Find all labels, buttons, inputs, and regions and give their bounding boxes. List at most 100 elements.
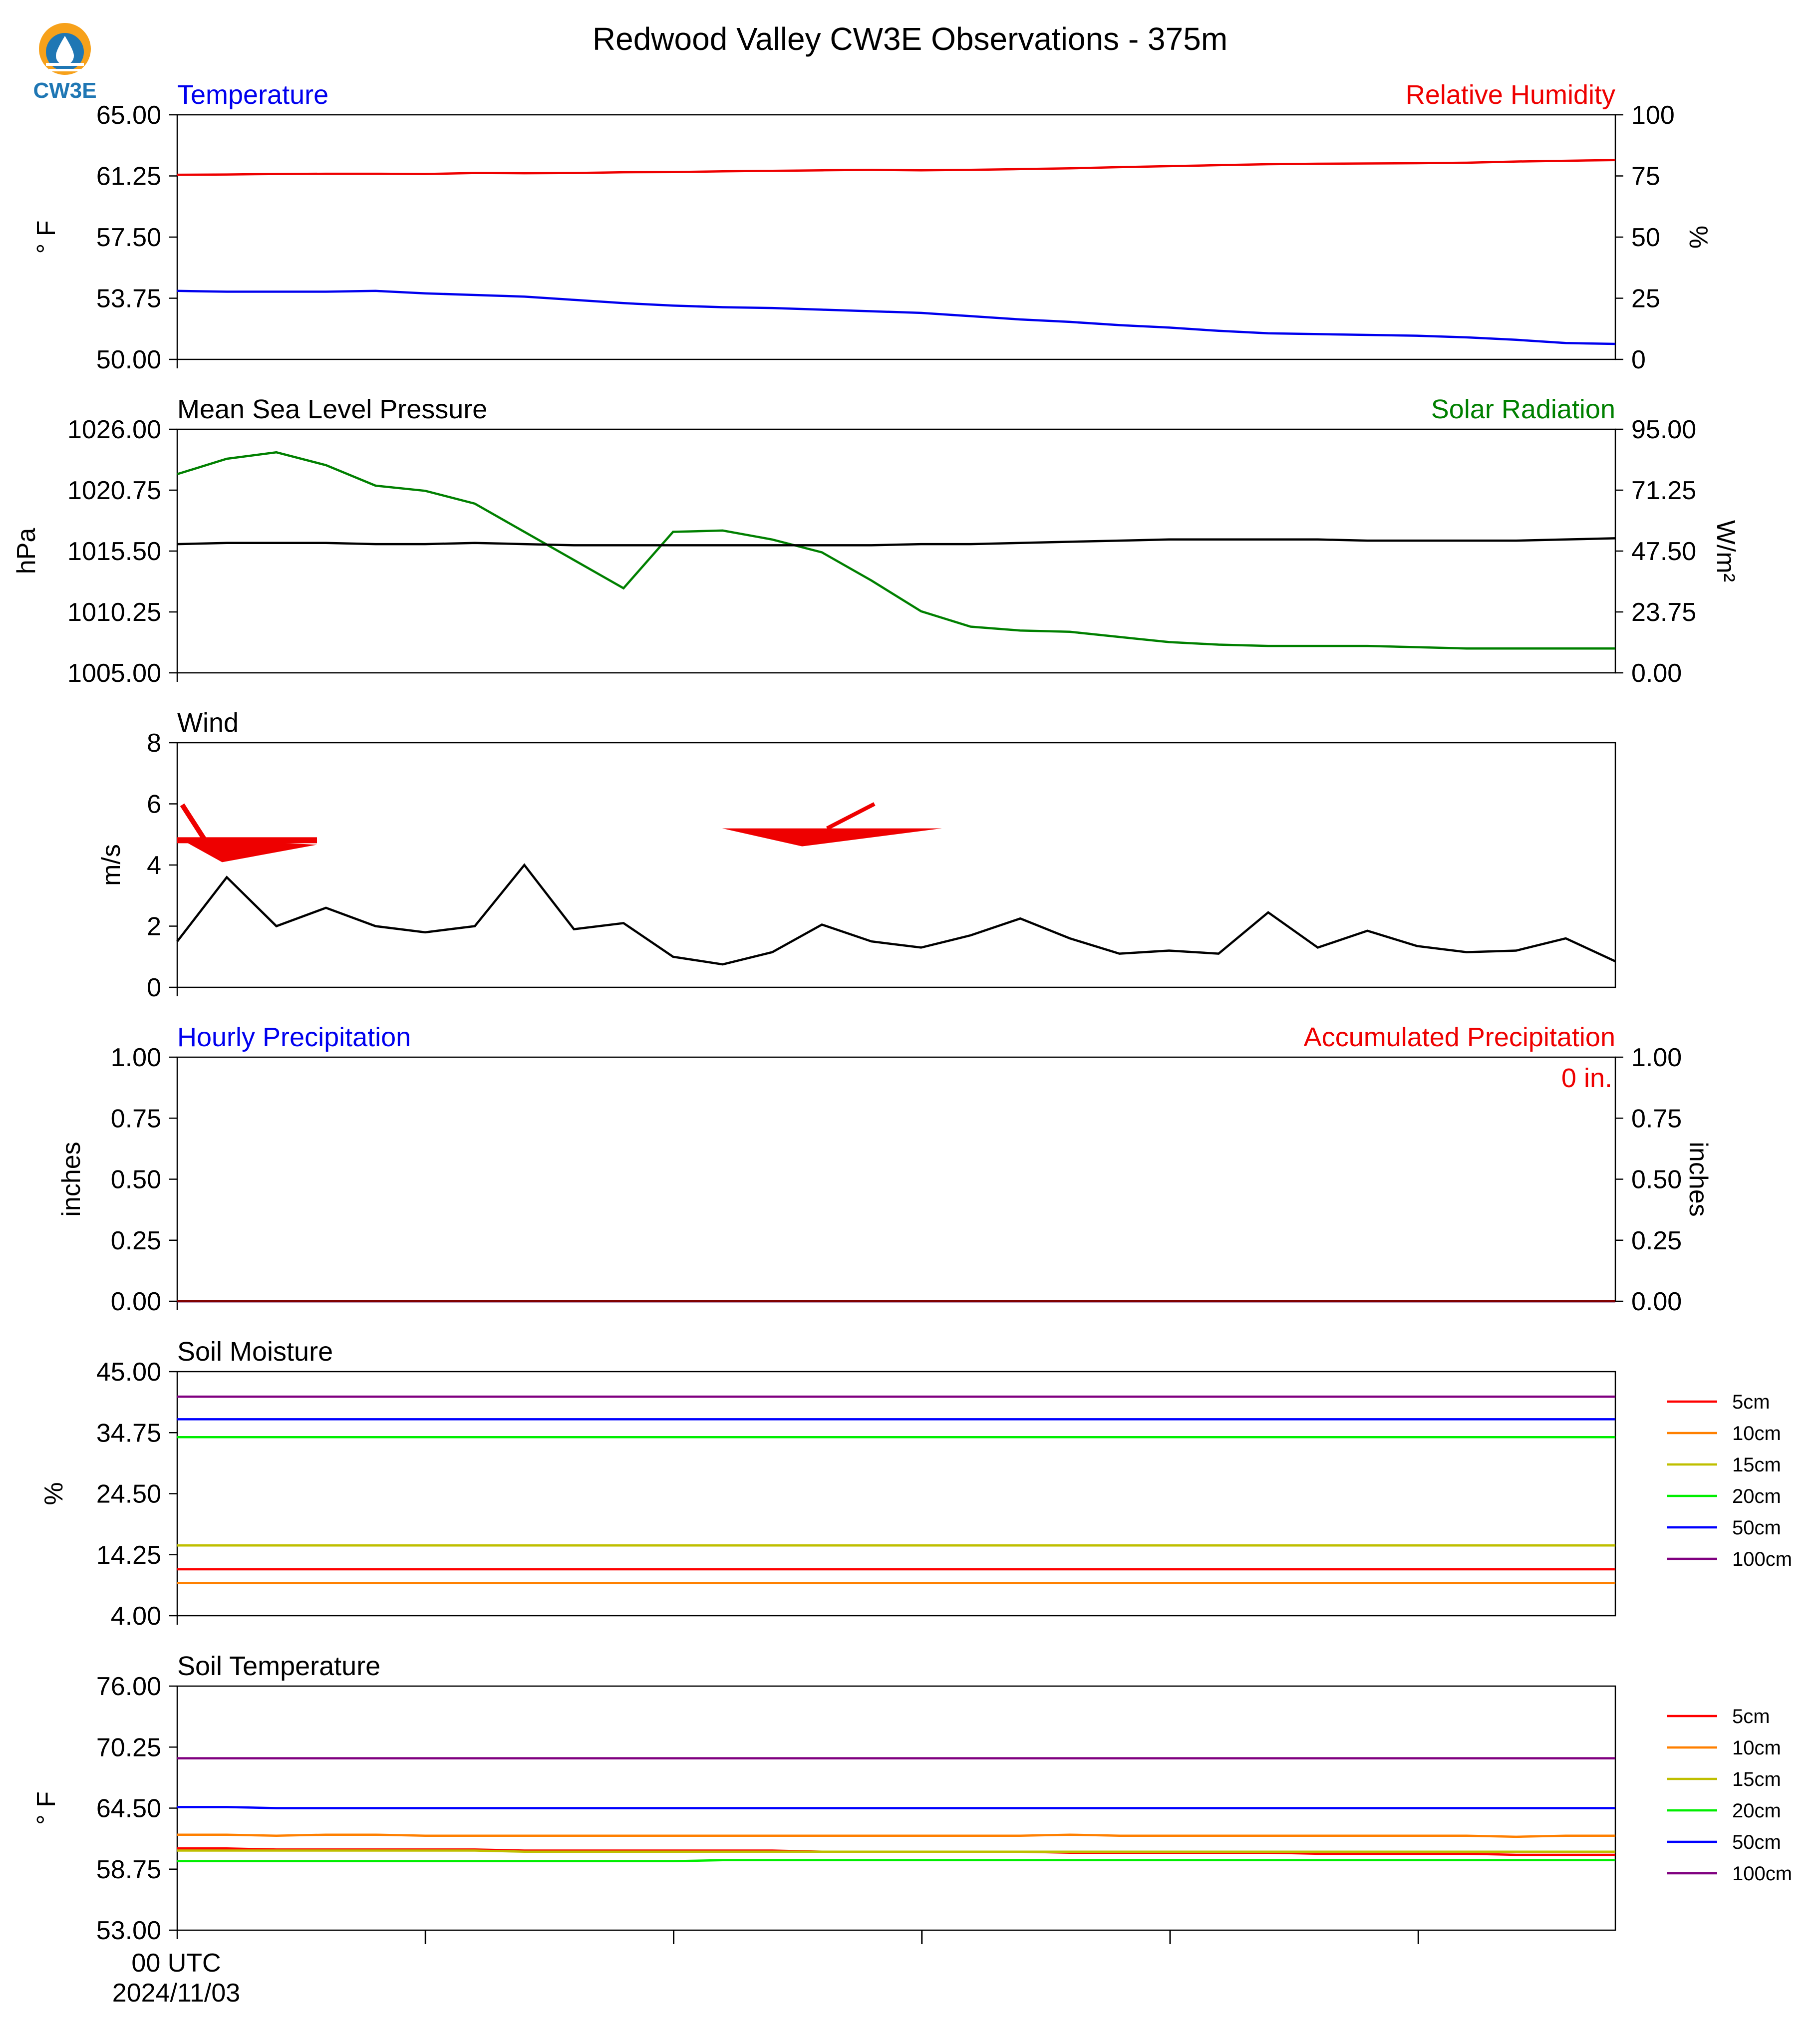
y-tick-label-left: 0.75	[111, 1104, 161, 1133]
y-axis-label-left: ° F	[32, 1791, 61, 1825]
y-tick-label-left: 0.50	[111, 1165, 161, 1194]
y-tick-label-left: 64.50	[96, 1794, 161, 1823]
y-tick-label-right: 100	[1631, 101, 1675, 130]
series-line-right	[177, 451, 1615, 650]
y-tick-label-left: 70.25	[96, 1733, 161, 1762]
y-tick-label-left: 76.00	[96, 1672, 161, 1701]
y-tick-label-right: 0.00	[1631, 659, 1682, 688]
series-line-left	[177, 537, 1616, 547]
y-tick-label-right: 0.00	[1631, 1287, 1682, 1316]
y-axis-label-left: %	[39, 1482, 68, 1505]
y-tick-label-left: 61.25	[96, 162, 161, 191]
y-axis-label-left: m/s	[97, 844, 126, 886]
y-tick-label-left: 4	[147, 851, 161, 880]
y-axis-label-left: ° F	[32, 220, 61, 254]
y-tick-label-right: 95.00	[1631, 415, 1696, 444]
panel-hourly-precipitation: Hourly Precipitation Accumulated Precipit…	[57, 1022, 1713, 1316]
accumulated-precip-annotation: 0 in.	[1561, 1063, 1612, 1093]
time-axis-date: 2024/11/03	[112, 1979, 240, 2008]
y-tick-label-left: 1020.75	[67, 476, 161, 505]
legend-label: 100cm	[1732, 1863, 1792, 1885]
y-tick-label-left: 6	[147, 790, 161, 819]
panel-temperature: Temperature Relative Humidity 50.00 53.75 57…	[32, 80, 1713, 374]
plot-frame	[176, 1371, 1616, 1617]
wind-barb-flag	[177, 837, 317, 863]
panel-title-left: Temperature	[177, 80, 328, 110]
y-tick-label-left: 45.00	[96, 1358, 161, 1387]
plot-frame	[176, 742, 1616, 988]
y-tick-label-left: 34.75	[96, 1419, 161, 1448]
wind-barb-tick	[826, 802, 876, 831]
logo-text: CW3E	[33, 78, 96, 103]
y-tick-label-left: 1015.50	[67, 537, 161, 566]
legend-label: 15cm	[1732, 1454, 1781, 1476]
y-tick-label-left: 53.75	[96, 285, 161, 313]
series-line-left	[176, 863, 1616, 966]
panel-soil-temperature: Soil Temperature 53.00 58.75 64.50 70.25 76.0…	[32, 1651, 1792, 1945]
panel-soil-moisture: Soil Moisture 4.00 14.25 24.50 34.75 45.00% 5c…	[39, 1337, 1792, 1631]
panel-title-left: Soil Moisture	[177, 1337, 333, 1367]
y-tick-label-left: 1.00	[111, 1043, 161, 1072]
y-axis-label-left: inches	[57, 1142, 86, 1216]
legend-label: 10cm	[1732, 1423, 1781, 1445]
panel-title-right: Solar Radiation	[1431, 394, 1615, 424]
y-tick-label-right: 50	[1631, 223, 1660, 252]
panel-mean-sea-level-pressure: Mean Sea Level Pressure Solar Radiation 10…	[12, 394, 1740, 688]
y-axis-label-right: inches	[1684, 1142, 1713, 1216]
panel-title-left: Hourly Precipitation	[177, 1022, 411, 1052]
legend-label: 20cm	[1732, 1800, 1781, 1822]
panel-title-left: Wind	[177, 708, 239, 738]
y-tick-label-right: 47.50	[1631, 537, 1696, 566]
time-axis-label: 00 UTC	[131, 1949, 221, 1978]
y-axis-label-left: hPa	[12, 528, 41, 575]
cw3e-logo: CW3E	[33, 23, 97, 103]
y-tick-label-right: 1.00	[1631, 1043, 1682, 1072]
y-tick-label-left: 1005.00	[67, 659, 161, 688]
y-tick-label-right: 75	[1631, 162, 1660, 191]
y-tick-label-left: 1010.25	[67, 598, 161, 627]
series-line-10cm	[177, 1833, 1615, 1838]
y-tick-label-right: 0.75	[1631, 1104, 1682, 1133]
panel-title-right: Accumulated Precipitation	[1304, 1022, 1615, 1052]
y-tick-label-left: 0.00	[111, 1287, 161, 1316]
legend-label: 20cm	[1732, 1485, 1781, 1507]
series-line-right	[177, 159, 1616, 176]
y-tick-label-left: 50.00	[96, 345, 161, 374]
panel-title-right: Relative Humidity	[1406, 80, 1615, 110]
y-tick-label-right: 23.75	[1631, 598, 1696, 627]
y-tick-label-left: 53.00	[96, 1916, 161, 1945]
panel-wind: Wind 0 2 4 6 8 m/s	[97, 708, 1616, 1002]
legend-label: 15cm	[1732, 1768, 1781, 1790]
legend: 5cm 10cm 15cm 20cm 50cm 100cm	[1667, 1391, 1792, 1570]
y-tick-label-right: 0.25	[1631, 1226, 1682, 1255]
y-tick-label-left: 57.50	[96, 223, 161, 252]
y-tick-label-left: 0	[147, 973, 161, 1002]
y-axis-label-right: %	[1684, 226, 1713, 249]
plot-frame	[176, 114, 1616, 360]
legend-label: 10cm	[1732, 1737, 1781, 1759]
y-axis-label-right: W/m²	[1711, 520, 1740, 582]
wind-barb-flag	[722, 828, 942, 847]
series-line-50cm	[177, 1806, 1615, 1809]
y-tick-label-left: 24.50	[96, 1480, 161, 1509]
panel-title-left: Soil Temperature	[177, 1651, 380, 1681]
y-tick-label-left: 14.25	[96, 1541, 161, 1570]
legend-label: 100cm	[1732, 1548, 1792, 1570]
series-line-15cm	[177, 1849, 1615, 1853]
wind-barb-tick	[180, 803, 207, 842]
legend-label: 5cm	[1732, 1391, 1770, 1413]
plot-frame	[176, 428, 1616, 674]
legend-label: 50cm	[1732, 1831, 1781, 1853]
y-tick-label-right: 25	[1631, 285, 1660, 313]
wind-barb-shaft	[177, 837, 317, 844]
y-tick-label-left: 2	[147, 912, 161, 941]
series-line-20cm	[177, 1859, 1615, 1863]
y-tick-label-left: 65.00	[96, 101, 161, 130]
y-tick-label-left: 1026.00	[67, 415, 161, 444]
y-tick-label-left: 58.75	[96, 1855, 161, 1884]
series-line-left	[177, 290, 1616, 345]
plot-frame	[176, 1056, 1616, 1302]
legend: 5cm 10cm 15cm 20cm 50cm 100cm	[1667, 1706, 1792, 1885]
legend-label: 5cm	[1732, 1706, 1770, 1728]
